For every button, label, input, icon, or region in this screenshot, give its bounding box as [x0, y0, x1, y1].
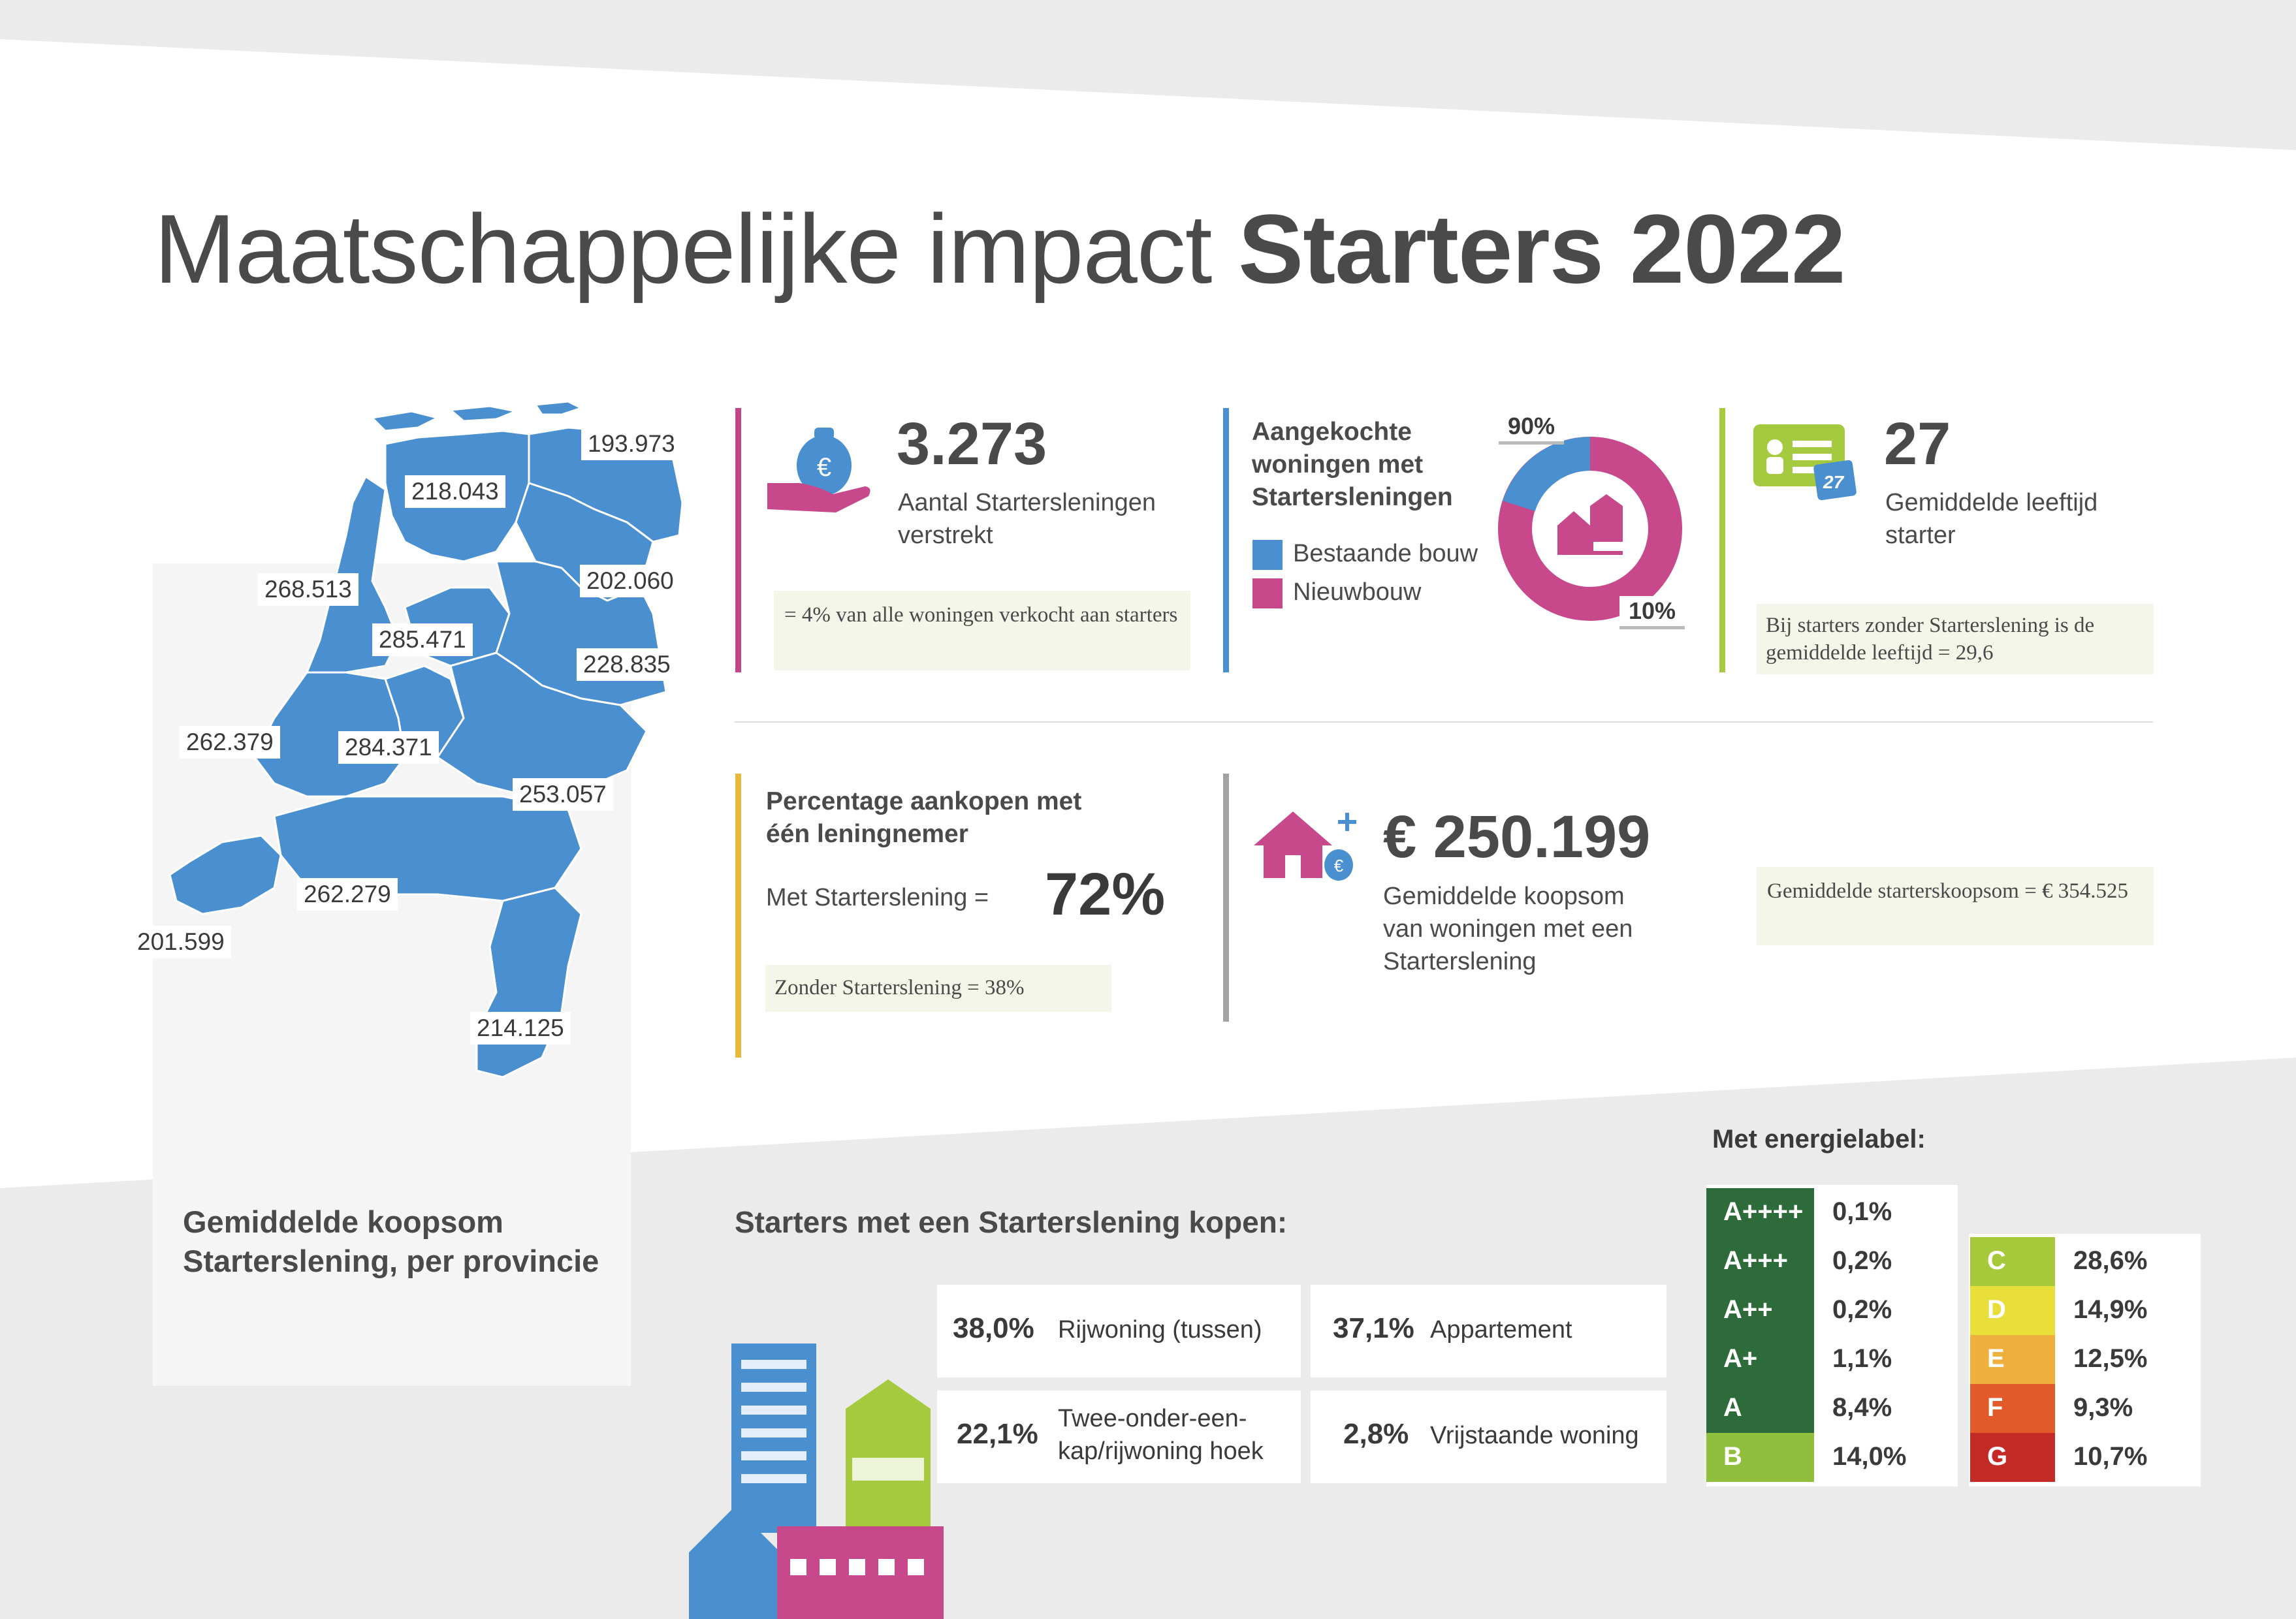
- page-title: Maatschappelijke impact Starters 2022: [154, 193, 1846, 306]
- province-value: 253.057: [513, 778, 613, 811]
- province-value: 268.513: [258, 573, 359, 606]
- money-bag-hand-icon: €: [767, 428, 870, 512]
- type-card: 37,1% Appartement: [1311, 1285, 1666, 1377]
- age-badge: 27: [1823, 472, 1844, 492]
- svg-text:€: €: [817, 453, 831, 482]
- legend-swatch-new: [1252, 578, 1283, 608]
- type-pct: 22,1%: [957, 1418, 1038, 1450]
- type-pct: 2,8%: [1343, 1418, 1409, 1450]
- province-value: 218.043: [405, 475, 505, 508]
- age-label: Gemiddelde leeftijd starter: [1885, 489, 2098, 549]
- homes-accent-bar: [1223, 408, 1229, 672]
- province-value: 193.973: [581, 428, 682, 460]
- loans-number: 3.273: [897, 411, 1047, 477]
- map-caption: Gemiddelde koopsom Starterslening, per p…: [183, 1204, 599, 1278]
- homes-donut-chart: [1498, 437, 1682, 621]
- id-card-icon: [1753, 424, 1857, 501]
- houses-icon: [1557, 494, 1623, 555]
- province-value: 202.060: [580, 565, 680, 597]
- age-number: 27: [1884, 411, 1951, 477]
- legend-label-existing: Bestaande bouw: [1293, 540, 1478, 567]
- age-accent-bar: [1719, 408, 1725, 672]
- energy-label: F: [1970, 1384, 2055, 1433]
- borrower-accent-bar: [735, 774, 741, 1058]
- section-divider: [735, 721, 2153, 723]
- energy-label: A++++: [1706, 1188, 1814, 1237]
- legend-label-new: Nieuwbouw: [1293, 578, 1422, 606]
- title-bold: Starters 2022: [1238, 194, 1845, 304]
- province-gelderland: [436, 652, 648, 798]
- wadden-island-2: [448, 405, 520, 422]
- donut-segment-existing: [1503, 437, 1591, 512]
- energy-value: 8,4%: [1832, 1393, 1892, 1422]
- donut-segment-new: [1498, 437, 1682, 621]
- province-limburg: [475, 887, 582, 1078]
- loans-note: = 4% van alle woningen verkocht aan star…: [774, 591, 1190, 670]
- province-value: 285.471: [372, 623, 473, 656]
- energy-label: A+++: [1706, 1237, 1814, 1286]
- energy-value: 10,7%: [2073, 1442, 2148, 1471]
- type-card: 2,8% Vrijstaande woning: [1311, 1391, 1666, 1483]
- energy-label: D: [1970, 1286, 2055, 1335]
- type-label: Rijwoning (tussen): [1058, 1316, 1262, 1344]
- province-value: 284.371: [338, 731, 439, 764]
- borrower-with-value: 72%: [1045, 861, 1166, 928]
- energy-label: E: [1970, 1335, 2055, 1384]
- province-value: 262.379: [180, 726, 280, 759]
- energy-value: 12,5%: [2073, 1344, 2148, 1373]
- energy-value: 1,1%: [1832, 1344, 1892, 1373]
- province-value: 214.125: [470, 1012, 571, 1045]
- energy-heading: Met energielabel:: [1712, 1125, 1926, 1154]
- price-label: Gemiddelde koopsom van woningen met een …: [1383, 883, 1633, 975]
- wadden-island-3: [534, 400, 584, 416]
- province-value: 228.835: [577, 648, 677, 681]
- svg-text:€: €: [1334, 856, 1344, 875]
- energy-value: 14,0%: [1832, 1442, 1907, 1471]
- age-note: Bij starters zonder Starterslening is de…: [1757, 604, 2154, 674]
- price-note: Gemiddelde starterskoopsom = € 354.525: [1757, 867, 2154, 945]
- type-card: 22,1% Twee-onder-een-kap/rijwoning hoek: [937, 1391, 1301, 1483]
- energy-label: B: [1706, 1433, 1814, 1482]
- energy-value: 9,3%: [2073, 1393, 2133, 1422]
- energy-label: A: [1706, 1384, 1814, 1433]
- province-value: 201.599: [131, 926, 231, 958]
- title-light: Maatschappelijke impact: [154, 194, 1212, 304]
- energy-value: 0,2%: [1832, 1246, 1892, 1275]
- wadden-island-1: [370, 410, 441, 432]
- loans-accent-bar: [735, 408, 741, 672]
- homes-heading: Aangekochte woningen met Startersleninge…: [1252, 418, 1453, 511]
- loans-label: Aantal Startersleningen verstrekt: [898, 489, 1156, 549]
- borrower-note: Zonder Starterslening = 38%: [765, 965, 1111, 1012]
- buildings-illustration: [689, 1344, 944, 1619]
- type-pct: 37,1%: [1333, 1312, 1414, 1344]
- type-label: Vrijstaande woning: [1430, 1422, 1639, 1449]
- donut-label-new: 10%: [1619, 596, 1685, 629]
- types-heading: Starters met een Starterslening kopen:: [735, 1205, 1288, 1239]
- province-zeeland: [168, 834, 282, 915]
- energy-value: 14,9%: [2073, 1295, 2148, 1324]
- energy-label: C: [1970, 1237, 2055, 1286]
- type-pct: 38,0%: [953, 1312, 1034, 1344]
- energy-label: G: [1970, 1433, 2055, 1482]
- type-label: Appartement: [1430, 1316, 1572, 1344]
- borrower-heading: Percentage aankopen met één leningnemer: [766, 787, 1082, 848]
- energy-label: A+: [1706, 1335, 1814, 1384]
- energy-value: 28,6%: [2073, 1246, 2148, 1275]
- type-label: Twee-onder-een-kap/rijwoning hoek: [1058, 1405, 1264, 1465]
- energy-label: A++: [1706, 1286, 1814, 1335]
- borrower-with-label: Met Starterslening =: [766, 884, 989, 911]
- energy-value: 0,2%: [1832, 1295, 1892, 1324]
- energy-value: 0,1%: [1832, 1197, 1892, 1226]
- price-accent-bar: [1223, 774, 1229, 1022]
- type-card: 38,0% Rijwoning (tussen): [937, 1285, 1301, 1377]
- price-number: € 250.199: [1383, 804, 1651, 870]
- province-value: 262.279: [297, 878, 398, 911]
- house-money-icon: €: [1254, 811, 1356, 881]
- donut-label-existing: 90%: [1499, 411, 1565, 445]
- legend-swatch-existing: [1252, 540, 1283, 570]
